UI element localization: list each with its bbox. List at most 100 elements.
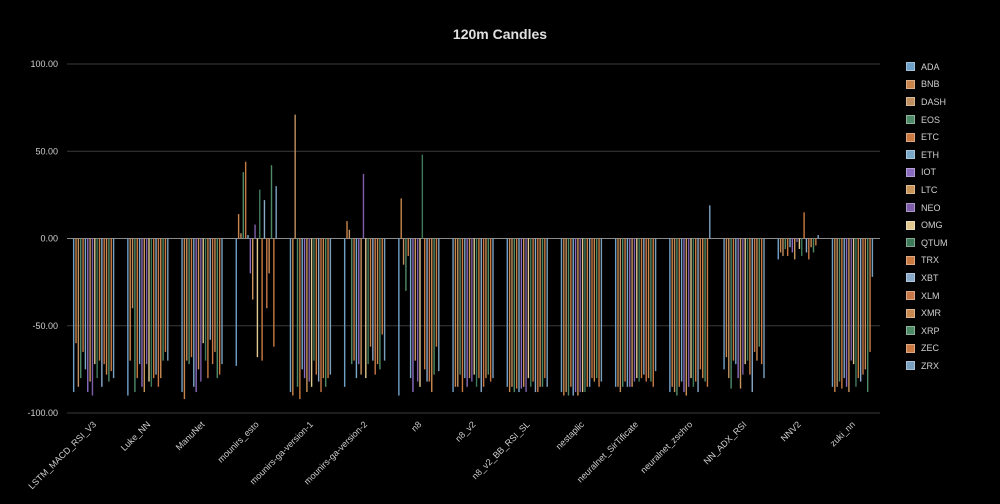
- bar-ltc: [794, 238, 796, 260]
- bar-bnb: [454, 238, 457, 387]
- bar-ada: [669, 238, 671, 393]
- legend-item-zrx[interactable]: ZRX: [906, 357, 948, 375]
- bar-etc: [732, 238, 735, 361]
- bar-xmr: [756, 238, 758, 361]
- bar-zec: [544, 238, 546, 379]
- bar-xbt: [751, 238, 753, 393]
- bar-zrx: [275, 186, 277, 239]
- bar-zrx: [329, 238, 332, 375]
- legend-swatch: [906, 308, 915, 318]
- bar-eth: [626, 238, 629, 387]
- bar-iot: [574, 238, 577, 393]
- bar-omg: [636, 238, 638, 379]
- bar-zrx: [492, 238, 494, 379]
- bar-zrx: [763, 238, 765, 379]
- legend-item-ltc[interactable]: LTC: [906, 181, 948, 199]
- bar-zrx: [221, 238, 223, 365]
- bar-xlm: [537, 238, 539, 393]
- legend-item-etc[interactable]: ETC: [906, 128, 948, 146]
- y-tick-label: -50.00: [32, 321, 58, 331]
- bar-eth: [843, 238, 845, 379]
- bar-bnb: [292, 238, 294, 396]
- bar-iot: [629, 238, 631, 387]
- bar-trx: [586, 238, 589, 387]
- legend-item-bnb[interactable]: BNB: [906, 76, 948, 94]
- bar-omg: [310, 238, 313, 387]
- chart-title: 120m Candles: [452, 26, 548, 42]
- y-tick-label: 0.00: [40, 234, 58, 244]
- bar-bnb: [129, 238, 131, 361]
- legend-item-eos[interactable]: EOS: [906, 111, 948, 129]
- legend-item-dash[interactable]: DASH: [906, 93, 948, 111]
- bar-ltc: [89, 238, 91, 382]
- bar-zrx: [167, 238, 169, 361]
- bar-omg: [148, 238, 150, 382]
- bar-ltc: [848, 238, 850, 393]
- bar-xbt: [697, 238, 699, 393]
- legend-item-omg[interactable]: OMG: [906, 216, 948, 234]
- legend-item-ada[interactable]: ADA: [906, 58, 948, 76]
- bar-dash: [294, 114, 296, 239]
- bar-ltc: [143, 238, 146, 393]
- bar-iot: [358, 238, 360, 365]
- bar-omg: [744, 238, 746, 365]
- bar-ada: [72, 238, 75, 393]
- legend-item-xmr[interactable]: XMR: [906, 304, 948, 322]
- x-tick-label: neuralnet_zschro: [639, 419, 695, 475]
- legend-item-zec[interactable]: ZEC: [906, 340, 948, 358]
- bar-dash: [348, 229, 351, 239]
- x-tick-label: n8: [409, 419, 423, 433]
- bar-qtum: [855, 238, 857, 387]
- bar-eos: [622, 238, 624, 387]
- bar-ada: [235, 238, 237, 366]
- bar-ada: [181, 238, 183, 393]
- bar-eos: [567, 238, 570, 396]
- legend-label: ZEC: [921, 343, 939, 354]
- legend-item-eth[interactable]: ETH: [906, 146, 948, 164]
- bar-ada: [560, 238, 563, 393]
- bar-eos: [188, 238, 190, 365]
- bar-ltc: [523, 238, 525, 387]
- x-tick-label: NNV2: [779, 419, 803, 443]
- bar-bnb: [671, 238, 673, 387]
- bar-eth: [518, 238, 520, 393]
- bar-etc: [353, 238, 355, 361]
- legend-swatch: [906, 326, 915, 336]
- bar-iot: [141, 238, 143, 387]
- bar-xrp: [866, 238, 869, 393]
- bar-zec: [598, 238, 600, 387]
- bar-eth: [301, 238, 303, 370]
- legend-item-iot[interactable]: IOT: [906, 164, 948, 182]
- y-tick-label: 50.00: [35, 146, 58, 156]
- legend-item-neo[interactable]: NEO: [906, 199, 948, 217]
- bar-trx: [640, 238, 643, 379]
- bar-xlm: [645, 238, 647, 382]
- legend-item-xbt[interactable]: XBT: [906, 269, 948, 287]
- legend-swatch: [906, 167, 915, 177]
- bar-bnb: [75, 238, 77, 344]
- bar-xmr: [105, 238, 108, 375]
- bar-qtum: [584, 238, 586, 393]
- bar-zec: [652, 238, 654, 387]
- legend-swatch: [906, 150, 915, 160]
- legend-item-qtum[interactable]: QTUM: [906, 234, 948, 252]
- bar-trx: [532, 238, 534, 382]
- bar-eos: [730, 238, 732, 389]
- bar-zec: [218, 238, 221, 375]
- bar-ada: [831, 238, 834, 387]
- bar-xbt: [643, 238, 645, 375]
- bar-omg: [94, 238, 96, 365]
- bar-eth: [193, 238, 195, 387]
- legend-item-trx[interactable]: TRX: [906, 252, 948, 270]
- legend-item-xlm[interactable]: XLM: [906, 287, 948, 305]
- bar-qtum: [746, 238, 749, 361]
- y-tick-label: -100.00: [27, 408, 58, 418]
- bar-etc: [190, 238, 193, 358]
- bar-xrp: [758, 238, 761, 347]
- bar-etc: [82, 238, 84, 352]
- bar-zrx: [600, 238, 603, 382]
- bar-xrp: [487, 238, 490, 375]
- bar-etc: [786, 238, 789, 256]
- bar-zrx: [438, 238, 440, 372]
- legend-item-xrp[interactable]: XRP: [906, 322, 948, 340]
